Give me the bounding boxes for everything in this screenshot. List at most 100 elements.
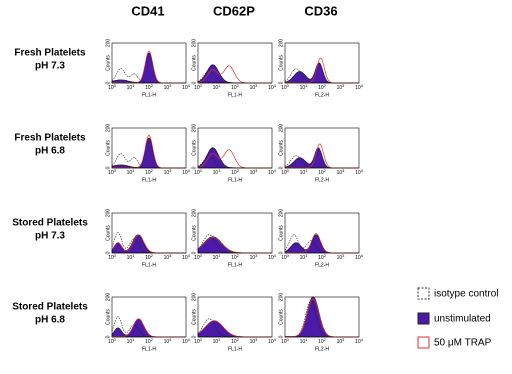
y-tick-label: 200 xyxy=(191,39,197,48)
x-tick-exponent: 4 xyxy=(188,253,191,258)
x-tick-base: 10 xyxy=(355,255,361,261)
unstimulated-histogram xyxy=(284,147,359,169)
x-tick-label: 103 xyxy=(250,253,259,261)
row-label: Stored Platelets xyxy=(12,218,88,229)
x-tick-exponent: 3 xyxy=(255,337,258,342)
x-tick-base: 10 xyxy=(318,255,324,261)
x-tick-exponent: 1 xyxy=(305,253,308,258)
x-axis-label: FL1-H xyxy=(142,92,156,98)
x-tick-base: 10 xyxy=(337,170,343,176)
x-tick-exponent: 1 xyxy=(132,168,135,173)
x-tick-label: 104 xyxy=(182,253,191,261)
row-label: pH 7.3 xyxy=(35,61,65,72)
x-tick-base: 10 xyxy=(250,85,256,91)
x-tick-label: 102 xyxy=(145,168,154,176)
x-tick-base: 10 xyxy=(108,170,114,176)
plot-frame xyxy=(197,212,273,254)
x-tick-base: 10 xyxy=(194,170,200,176)
x-tick-exponent: 3 xyxy=(169,83,172,88)
x-tick-exponent: 1 xyxy=(218,253,221,258)
row-label: pH 6.8 xyxy=(35,146,65,157)
x-tick-label: 101 xyxy=(127,168,136,176)
x-tick-label: 103 xyxy=(164,83,173,91)
isotype-histogram xyxy=(111,68,186,84)
y-tick-label: 0 xyxy=(105,335,111,338)
x-tick-label: 102 xyxy=(231,83,240,91)
legend-swatch xyxy=(417,287,430,300)
x-tick-label: 103 xyxy=(164,253,173,261)
x-axis-label: FL1-H xyxy=(142,262,156,268)
x-tick-label: 100 xyxy=(194,337,203,345)
x-tick-label: 101 xyxy=(213,337,222,345)
legend-swatch xyxy=(417,312,430,325)
unstimulated-histogram xyxy=(111,52,186,84)
y-axis-label: Counts xyxy=(278,225,284,241)
x-tick-base: 10 xyxy=(355,170,361,176)
y-axis-label: Counts xyxy=(278,140,284,156)
x-tick-base: 10 xyxy=(355,85,361,91)
plot-frame xyxy=(197,42,273,84)
legend-label: isotype control xyxy=(434,289,498,300)
x-tick-exponent: 0 xyxy=(200,337,203,342)
x-tick-label: 103 xyxy=(337,168,346,176)
unstimulated-histogram xyxy=(111,137,186,169)
x-tick-exponent: 4 xyxy=(274,168,277,173)
x-tick-exponent: 2 xyxy=(324,337,327,342)
y-tick-label: 200 xyxy=(191,293,197,302)
y-axis-label: Counts xyxy=(105,225,111,241)
x-tick-exponent: 2 xyxy=(237,83,240,88)
y-axis-label: Counts xyxy=(278,309,284,325)
x-tick-exponent: 0 xyxy=(287,337,290,342)
x-tick-exponent: 0 xyxy=(287,83,290,88)
x-tick-exponent: 0 xyxy=(114,337,117,342)
x-tick-base: 10 xyxy=(213,170,219,176)
x-tick-label: 102 xyxy=(145,83,154,91)
x-tick-base: 10 xyxy=(182,339,188,345)
x-tick-exponent: 0 xyxy=(114,83,117,88)
plot-frame xyxy=(111,296,187,338)
x-tick-label: 100 xyxy=(108,168,117,176)
x-tick-label: 104 xyxy=(355,168,364,176)
x-tick-label: 104 xyxy=(182,83,191,91)
x-tick-exponent: 4 xyxy=(361,83,364,88)
x-tick-base: 10 xyxy=(281,255,287,261)
row-label: Fresh Platelets xyxy=(14,48,86,59)
y-tick-label: 0 xyxy=(278,251,284,254)
x-tick-base: 10 xyxy=(231,255,237,261)
x-tick-label: 100 xyxy=(281,168,290,176)
y-tick-label: 0 xyxy=(105,166,111,169)
x-tick-label: 100 xyxy=(194,83,203,91)
legend-label: 50 μM TRAP xyxy=(434,338,492,349)
y-tick-label: 0 xyxy=(278,81,284,84)
plot-frame xyxy=(197,127,273,169)
x-tick-exponent: 1 xyxy=(305,168,308,173)
x-tick-base: 10 xyxy=(127,85,133,91)
x-tick-label: 103 xyxy=(337,83,346,91)
x-tick-exponent: 3 xyxy=(342,83,345,88)
x-tick-exponent: 2 xyxy=(151,168,154,173)
y-tick-label: 0 xyxy=(105,81,111,84)
x-tick-exponent: 3 xyxy=(342,337,345,342)
x-tick-label: 104 xyxy=(355,253,364,261)
x-axis-label: FL2-H xyxy=(315,177,329,183)
x-tick-base: 10 xyxy=(127,339,133,345)
x-tick-base: 10 xyxy=(127,170,133,176)
x-tick-label: 104 xyxy=(268,337,277,345)
y-tick-label: 0 xyxy=(191,335,197,338)
x-axis-label: FL1-H xyxy=(142,177,156,183)
row-label: Fresh Platelets xyxy=(14,133,86,144)
column-header: CD41 xyxy=(131,3,164,18)
x-tick-exponent: 4 xyxy=(361,337,364,342)
x-tick-base: 10 xyxy=(164,255,170,261)
y-axis-label: Counts xyxy=(105,309,111,325)
x-tick-label: 101 xyxy=(300,337,309,345)
row-label: pH 6.8 xyxy=(35,315,65,326)
x-tick-base: 10 xyxy=(145,339,151,345)
x-tick-label: 100 xyxy=(108,83,117,91)
x-tick-exponent: 0 xyxy=(287,168,290,173)
x-axis-label: FL2-H xyxy=(315,346,329,352)
y-tick-label: 0 xyxy=(191,81,197,84)
x-tick-label: 103 xyxy=(164,168,173,176)
x-tick-base: 10 xyxy=(213,339,219,345)
x-tick-base: 10 xyxy=(318,339,324,345)
